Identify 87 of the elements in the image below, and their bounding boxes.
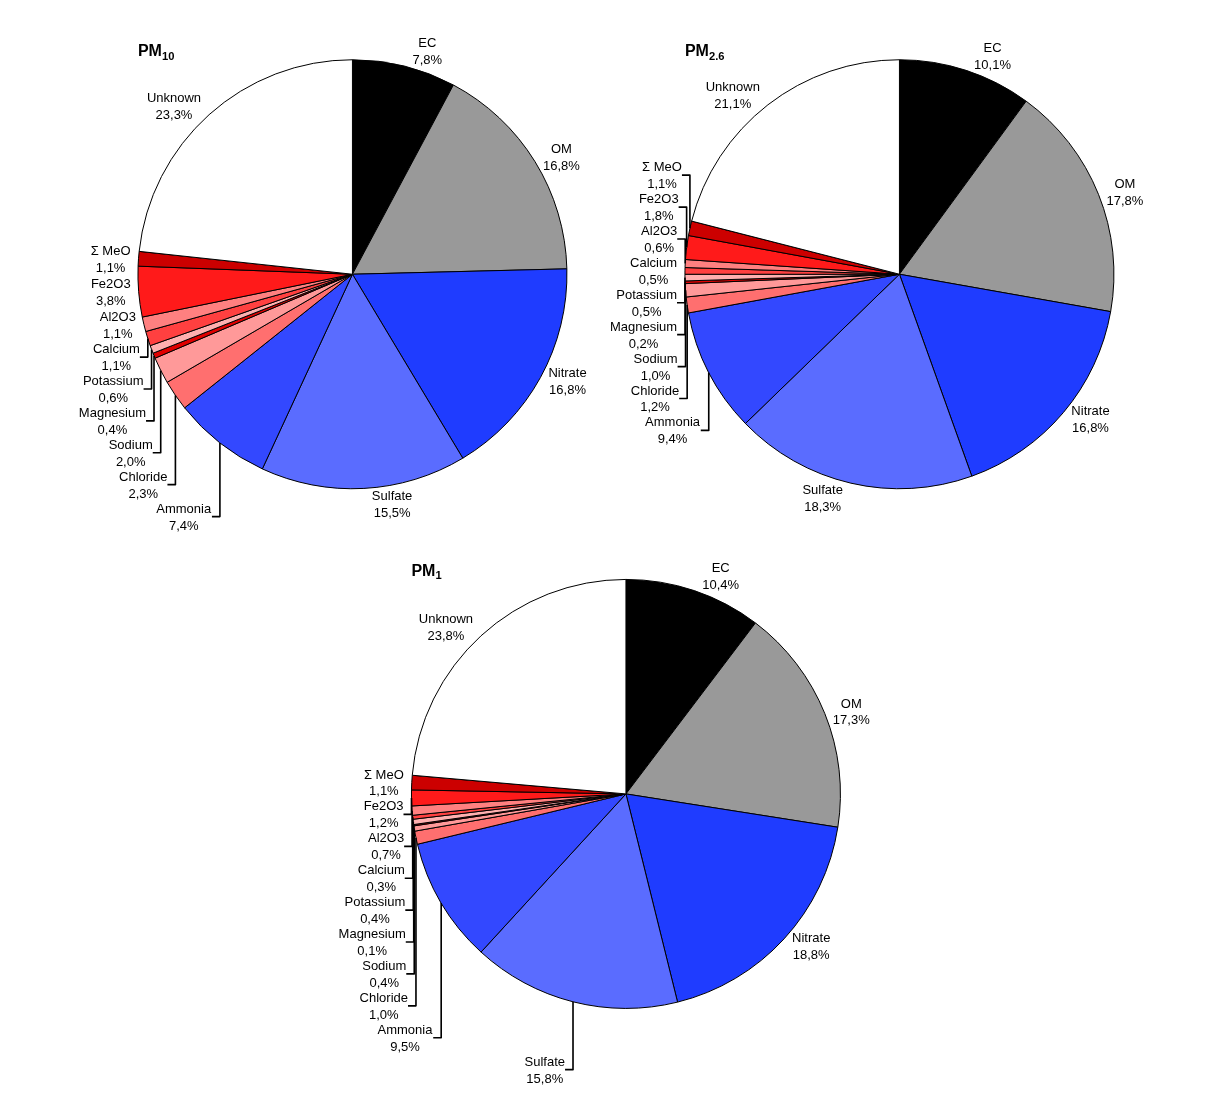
data-label: 0,5%: [638, 271, 669, 287]
slice-label: Chloride: [359, 989, 408, 1005]
data-label: 0,1%: [357, 942, 388, 958]
slice-label: Al2O3: [367, 830, 405, 846]
slice-label: Calcium: [630, 254, 677, 270]
slice-label: OM: [550, 141, 572, 157]
slice-label: Ammonia: [377, 1021, 434, 1037]
slice-label: Fe2O3: [363, 798, 404, 814]
data-label: 15,8%: [526, 1070, 564, 1086]
slice-label: EC: [983, 40, 1002, 55]
data-label: 10,4%: [702, 577, 740, 593]
chart-title: PM$_{1}$: [411, 562, 442, 582]
data-label: 0,4%: [369, 974, 400, 990]
data-label: 1,0%: [640, 367, 671, 383]
data-label: 1,8%: [643, 208, 675, 224]
slice-label: Sodium: [362, 957, 407, 973]
data-label: 16,8%: [549, 382, 587, 398]
data-label: 0,4%: [97, 421, 128, 437]
slice-label: Σ MeO: [363, 766, 404, 782]
slice-label: EC: [418, 35, 437, 51]
slice-label: Fe2O3: [638, 191, 679, 207]
data-label: 7,8%: [412, 52, 443, 68]
slice-label: Sulfate: [524, 1053, 566, 1069]
data-label: 1,2%: [368, 815, 399, 831]
slice-label: Ammonia: [156, 500, 212, 516]
slice-label: Nitrate: [548, 365, 587, 381]
slice-label: Σ MeO: [642, 159, 682, 175]
chart-title: PM$_{2.6}$: [684, 42, 725, 62]
slice-label: Magnesium: [338, 926, 406, 942]
data-label: 16,8%: [1072, 420, 1110, 436]
slice-label: Sodium: [108, 436, 153, 452]
data-label: 1,2%: [640, 399, 671, 415]
data-label: 15,5%: [373, 505, 411, 521]
data-label: 0,6%: [644, 239, 675, 255]
slice-label: Sodium: [633, 350, 678, 366]
data-label: 0,6%: [98, 389, 129, 405]
slice-label: Al2O3: [99, 309, 136, 325]
data-label: 1,1%: [369, 783, 400, 799]
slice-label: Unknown: [418, 611, 474, 627]
slice-label: Potassium: [616, 286, 677, 302]
data-label: 18,8%: [792, 947, 831, 963]
data-label: 1,1%: [95, 259, 126, 275]
data-label: 0,5%: [631, 303, 662, 319]
data-label: 0,4%: [360, 911, 391, 927]
data-label: 9,4%: [657, 431, 688, 447]
data-label: 1,1%: [103, 326, 134, 342]
slice-label: EC: [711, 560, 730, 576]
slice-label: Chloride: [119, 468, 168, 484]
slice-label: Calcium: [92, 341, 140, 357]
data-label: 1,1%: [647, 176, 678, 192]
data-label: 1,1%: [101, 358, 132, 374]
data-label: 0,2%: [628, 335, 659, 351]
data-label: 23,8%: [427, 628, 465, 644]
slice-label: Nitrate: [1071, 403, 1110, 419]
data-label: 23,3%: [155, 106, 193, 122]
data-label: 3,8%: [95, 292, 127, 308]
slice-label: Magnesium: [78, 404, 147, 420]
data-label: 9,5%: [390, 1038, 421, 1054]
data-label: 2,3%: [128, 485, 159, 501]
data-label: 10,1%: [974, 56, 1012, 72]
slice-label: Σ MeO: [90, 242, 131, 258]
data-label: 7,4%: [168, 517, 199, 533]
data-label: 16,8%: [542, 158, 581, 174]
slice-label: OM: [1114, 176, 1136, 192]
data-label: 0,7%: [371, 847, 402, 863]
data-label: 18,3%: [804, 499, 842, 515]
slice-label: Al2O3: [641, 223, 678, 239]
data-label: 17,3%: [832, 712, 871, 728]
slice-label: Potassium: [344, 894, 406, 910]
slice-label: Sulfate: [802, 482, 843, 498]
slice-label: Ammonia: [645, 414, 701, 430]
data-label: 17,8%: [1106, 193, 1144, 209]
slice-label: Unknown: [705, 78, 760, 94]
slice-label: Calcium: [357, 862, 405, 878]
data-label: 0,3%: [366, 879, 397, 895]
slice-label: OM: [840, 695, 862, 711]
slice-label: Fe2O3: [90, 275, 131, 291]
slice-label: Unknown: [146, 89, 202, 105]
data-label: 2,0%: [115, 453, 146, 469]
slice-label: Nitrate: [792, 930, 831, 946]
data-label: 1,0%: [368, 1006, 400, 1022]
chart-title: PM$_{10}$: [137, 42, 175, 62]
slice-label: Sulfate: [371, 488, 413, 504]
data-label: 21,1%: [714, 95, 752, 111]
slice-label: Potassium: [82, 373, 144, 389]
slice-label: Chloride: [630, 382, 680, 398]
slice-label: Magnesium: [609, 318, 678, 334]
